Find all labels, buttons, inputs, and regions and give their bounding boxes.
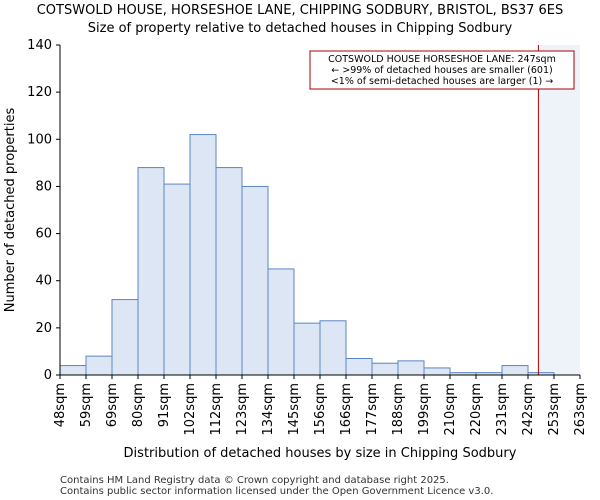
bar <box>189 134 217 376</box>
bar <box>85 355 113 376</box>
x-tick-label: 177sqm <box>365 383 380 436</box>
y-tick-label: 100 <box>27 132 52 147</box>
bar <box>397 360 425 376</box>
y-tick-label: 60 <box>35 227 52 242</box>
bar <box>59 365 87 376</box>
x-tick-label: 69sqm <box>105 383 120 427</box>
bar <box>137 167 165 376</box>
x-tick-label: 263sqm <box>573 383 588 436</box>
x-tick-label: 166sqm <box>339 383 354 436</box>
bar <box>293 322 321 376</box>
x-tick-label: 91sqm <box>157 383 172 427</box>
x-tick-label: 220sqm <box>469 383 484 436</box>
bar-chart: 0 20 40 60 80 100 120 140 48sqm 59sqm 69sqm 80sqm 91… <box>3 38 588 461</box>
x-axis-title: Distribution of detached houses by size … <box>124 446 517 461</box>
x-tick-label: 156sqm <box>313 383 328 436</box>
x-tick-label: 80sqm <box>131 383 146 427</box>
bar <box>423 367 451 376</box>
y-tick-label: 140 <box>27 38 52 53</box>
y-tick-label: 80 <box>35 179 52 194</box>
bar <box>267 268 295 376</box>
x-tick-label: 253sqm <box>547 383 562 436</box>
annotation-line: ← >99% of detached houses are smaller (6… <box>331 65 552 76</box>
footer-line-1: Contains HM Land Registry data © Crown c… <box>60 475 449 486</box>
y-axis-title: Number of detached properties <box>3 108 18 313</box>
bar <box>501 365 529 376</box>
chart-title: COTSWOLD HOUSE, HORSESHOE LANE, CHIPPING… <box>36 3 564 18</box>
y-tick-label: 20 <box>35 321 52 336</box>
y-tick-label: 0 <box>44 368 52 383</box>
bar <box>111 299 139 376</box>
x-tick-label: 242sqm <box>521 383 536 436</box>
chart-subtitle: Size of property relative to detached ho… <box>87 21 513 36</box>
y-tick-label: 120 <box>27 85 52 100</box>
bar <box>163 183 191 376</box>
x-tick-label: 48sqm <box>53 383 68 427</box>
x-tick-label: 210sqm <box>443 383 458 436</box>
annotation-line: COTSWOLD HOUSE HORSESHOE LANE: 247sqm <box>328 54 556 65</box>
bar <box>215 167 243 376</box>
bar <box>319 320 347 376</box>
x-tick-label: 59sqm <box>79 383 94 427</box>
bar <box>345 358 373 376</box>
x-tick-label: 112sqm <box>209 383 224 436</box>
annotation-box <box>309 50 575 90</box>
y-tick-label: 40 <box>35 274 52 289</box>
x-tick-label: 134sqm <box>261 383 276 436</box>
x-tick-label: 188sqm <box>391 383 406 436</box>
highlight-region <box>538 45 580 375</box>
bar <box>241 185 269 376</box>
x-tick-label: 102sqm <box>183 383 198 436</box>
x-tick-label: 231sqm <box>495 383 510 436</box>
footer-line-2: Contains public sector information licen… <box>60 486 494 497</box>
annotation-line: <1% of semi-detached houses are larger (… <box>331 76 553 87</box>
x-tick-label: 145sqm <box>287 383 302 436</box>
x-tick-label: 199sqm <box>417 383 432 436</box>
bar <box>371 362 399 376</box>
x-tick-label: 123sqm <box>235 383 250 436</box>
